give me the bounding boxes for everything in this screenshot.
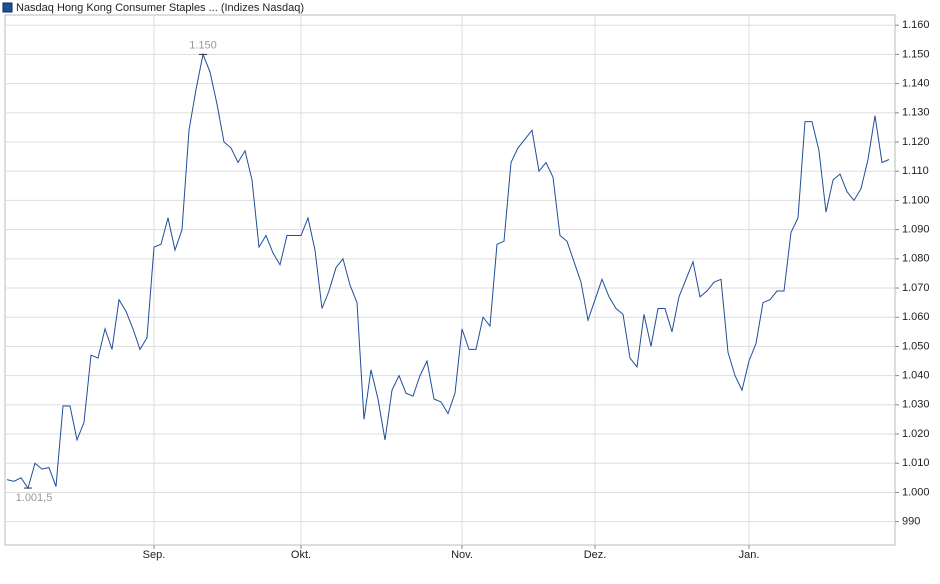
x-tick-label: Jan. (739, 549, 760, 561)
y-tick-label: 1.130 (902, 107, 930, 119)
legend-swatch (2, 2, 13, 13)
y-tick-label: 1.160 (902, 19, 930, 31)
y-tick-label: 1.140 (902, 78, 930, 90)
y-tick-label: 1.030 (902, 399, 930, 411)
y-tick-label: 1.000 (902, 486, 930, 498)
y-tick-label: 1.080 (902, 253, 930, 265)
plot-frame (4, 14, 896, 546)
y-tick-label: 1.090 (902, 224, 930, 236)
annotation: 1.001,5 (16, 492, 53, 504)
y-tick-label: 1.150 (902, 48, 930, 60)
y-tick-label: 1.070 (902, 282, 930, 294)
chart-title: Nasdaq Hong Kong Consumer Staples ... (I… (16, 2, 304, 14)
x-tick-label: Sep. (143, 549, 166, 561)
y-tick-label: 1.040 (902, 370, 930, 382)
y-tick-label: 990 (902, 516, 920, 528)
x-tick-label: Dez. (584, 549, 607, 561)
y-tick-label: 1.110 (902, 165, 929, 177)
y-tick-label: 1.050 (902, 340, 930, 352)
y-tick-label: 1.010 (902, 457, 930, 469)
x-tick-label: Okt. (291, 549, 311, 561)
y-tick-label: 1.100 (902, 194, 930, 206)
annotation: 1.150 (189, 39, 217, 51)
x-tick-label: Nov. (451, 549, 473, 561)
y-tick-label: 1.020 (902, 428, 930, 440)
y-tick-label: 1.060 (902, 311, 930, 323)
y-tick-label: 1.120 (902, 136, 930, 148)
price-line (6, 52, 890, 490)
